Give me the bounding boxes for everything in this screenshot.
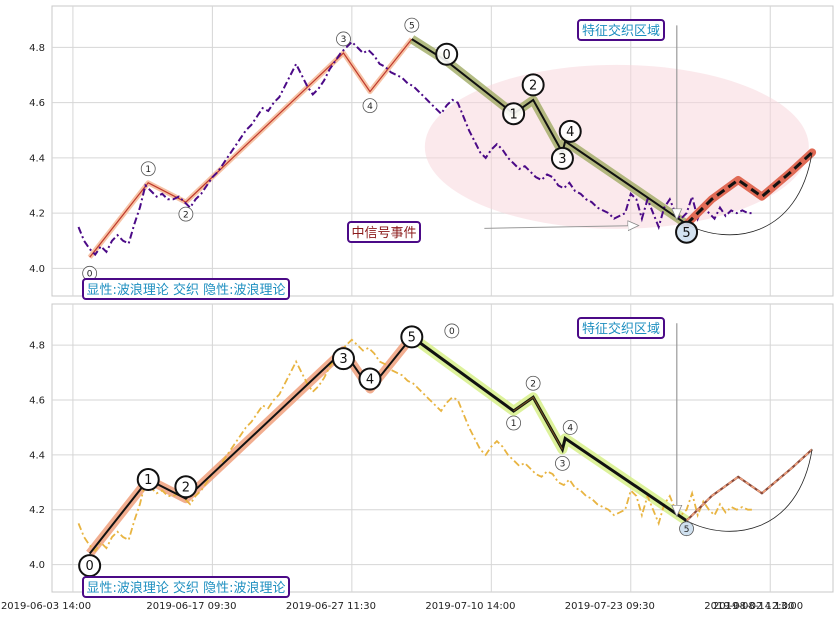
x-tick-label: 2019-08-02 12:00 [704,601,794,612]
x-tick-label: 2019-08-14 13:00 [713,601,803,612]
bottom-wave-label-small: 4 [567,424,573,434]
top-legend-label-text: 显性:波浪理论 交织 隐性:波浪理论 [86,282,285,298]
top-legend-label-box [82,278,290,300]
top-forecast-line [685,151,814,226]
bottom-wave-marker-large [358,367,382,391]
bottom-wave-label-small: 5 [684,525,690,535]
top-wave-label-large: 5 [682,226,690,241]
top-wave-label-small: 5 [409,21,415,31]
top-zone-label-box [577,19,665,41]
bottom-wave-marker-small [562,419,578,435]
top-wave-marker-large [558,119,582,143]
x-tick-label: 2019-06-27 11:30 [286,601,376,612]
top-signal-label-text: 中信号事件 [351,226,416,241]
bottom-wave-label-large: 1 [144,473,152,488]
bottom-wave-label-large: 3 [339,352,347,367]
top-wave-label-small: 2 [183,210,189,220]
top-wave-label-large: 3 [558,152,566,167]
x-tick-label: 2019-07-23 09:30 [565,601,655,612]
bottom-legend-label-text: 显性:波浪理论 交织 隐性:波浪理论 [86,580,285,596]
bottom-legend-label-box [82,576,290,598]
bottom-wave-label-large: 0 [86,559,94,574]
top-wave-marker-large [521,73,545,97]
top-wave-label-large: 2 [529,79,537,94]
top-wave-marker-small [336,31,351,47]
top-wave-label-small: 1 [145,165,151,175]
top-wave-marker-large [502,102,526,126]
bottom-ytick-label: 4.4 [29,450,45,461]
bottom-ytick-label: 4.8 [29,341,45,352]
top-signal-label-box [347,221,421,243]
bottom-wave-label-small: 3 [560,460,566,470]
top-signal-arrow [484,226,637,229]
bottom-wave-marker-small [506,415,522,431]
x-tick-label: 2019-06-17 09:30 [146,601,236,612]
bottom-forecast-arc [686,449,813,532]
top-ytick-label: 4.4 [29,153,45,164]
top-wave-marker-small [140,161,156,177]
bottom-wave-marker-large [400,325,424,349]
bottom-ytick-label: 4.6 [29,396,45,407]
bottom-wave-label-small: 0 [449,327,455,337]
top-wave-marker-small [362,98,378,114]
bottom-wave-marker-small [444,323,460,339]
top-ytick-label: 4.0 [29,264,45,275]
bottom-ytick-label: 4.2 [29,505,45,516]
x-tick-label: 2019-06-03 14:00 [1,601,91,612]
bottom-wave-marker-small [679,521,694,537]
x-axis-ticks: 2019-06-03 14:00 2019-06-17 09:30 2019-06-… [1,601,803,612]
top-wave-marker-large [675,220,699,244]
bottom-wave-marker-large [174,475,198,499]
bottom-wave-marker-small [525,375,541,391]
top-ytick-label: 4.6 [29,98,45,109]
top-wave-marker-large [435,42,459,66]
bottom-wave-label-large: 5 [408,331,416,346]
bottom-wave-label-large: 2 [182,480,190,495]
top-wave-marker-large [550,146,574,170]
bottom-zone-label-text: 特征交织区域 [582,321,660,337]
x-tick-label: 2019-07-10 14:00 [425,601,515,612]
bottom-wave-marker-small [555,455,570,471]
bottom-wave-marker-large [331,347,355,371]
top-wave-label-small: 4 [367,102,373,112]
top-forecast-arc [686,152,813,236]
bottom-ytick-label: 4.0 [29,560,45,571]
bottom-wave-label-small: 2 [530,379,536,389]
top-wave-label-large: 4 [566,125,574,140]
bottom-plot-area [51,303,834,593]
top-price-series [77,40,754,257]
bottom-wave-label-small: 1 [511,419,517,429]
top-ytick-label: 4.2 [29,209,45,220]
bottom-forecast-line [686,448,813,522]
top-zone-label-text: 特征交织区域 [582,23,660,39]
top-wave-label-small: 0 [87,270,93,280]
top-panel: 4.04.24.44.64.8012345012345中信号事件特征交织区域显性… [29,5,834,300]
top-wave-label-large: 1 [509,107,517,122]
top-wave-label-small: 3 [341,35,347,45]
bottom-panel: 4.0 4.2 4.4 4.6 4.8 0 1 2 3 4 5 0 1 2 3 4 5 特征交织区域显性:波浪理论… [29,303,834,598]
bottom-wave-marker-large [136,468,160,492]
bottom-zone-label-box [577,317,665,339]
top-wave-marker-small [178,206,194,222]
top-wave-label-large: 0 [443,48,451,63]
top-wave-marker-small [404,17,420,33]
bottom-wave-label-large: 4 [366,373,374,388]
top-wave1-line [89,38,413,258]
bottom-wave2-sub [513,396,563,450]
top-ytick-label: 4.8 [29,43,45,54]
